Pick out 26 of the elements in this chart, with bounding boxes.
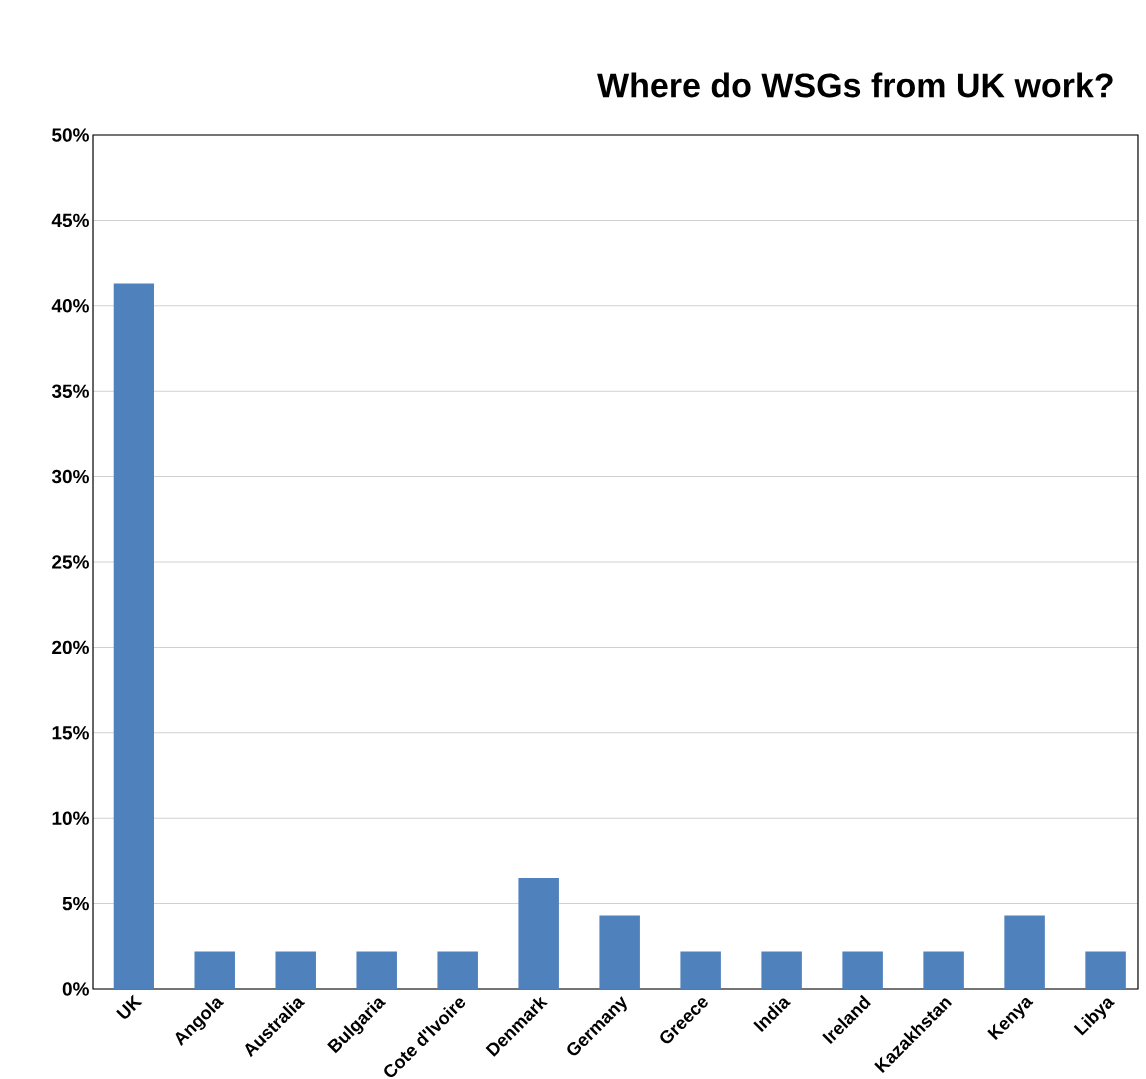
y-tick-label: 30% bbox=[51, 469, 89, 484]
y-tick-label: 35% bbox=[51, 384, 89, 398]
bar bbox=[761, 951, 802, 989]
y-tick-label: 20% bbox=[52, 640, 89, 655]
y-tick-label: 40% bbox=[51, 299, 89, 313]
x-tick-label: UK bbox=[116, 994, 143, 1019]
bar bbox=[518, 877, 559, 989]
bar bbox=[356, 951, 397, 989]
bar bbox=[275, 951, 316, 989]
bar bbox=[680, 951, 721, 989]
bar bbox=[923, 951, 964, 989]
chart-title: Where do WSGs from UK work? bbox=[597, 72, 1113, 98]
bar bbox=[1085, 951, 1126, 989]
y-tick-label: 0% bbox=[62, 982, 89, 996]
bar bbox=[842, 951, 883, 989]
bar bbox=[1004, 915, 1045, 989]
y-tick-label: 50% bbox=[52, 128, 89, 142]
y-tick-label: 15% bbox=[52, 726, 89, 740]
y-tick-label: 25% bbox=[52, 555, 89, 569]
bar bbox=[194, 951, 235, 989]
y-tick-label: 5% bbox=[62, 896, 89, 911]
y-tick-label: 10% bbox=[52, 811, 89, 825]
bar bbox=[599, 915, 640, 989]
bar bbox=[437, 951, 478, 989]
bar bbox=[113, 283, 154, 989]
y-tick-label: 45% bbox=[51, 213, 89, 228]
